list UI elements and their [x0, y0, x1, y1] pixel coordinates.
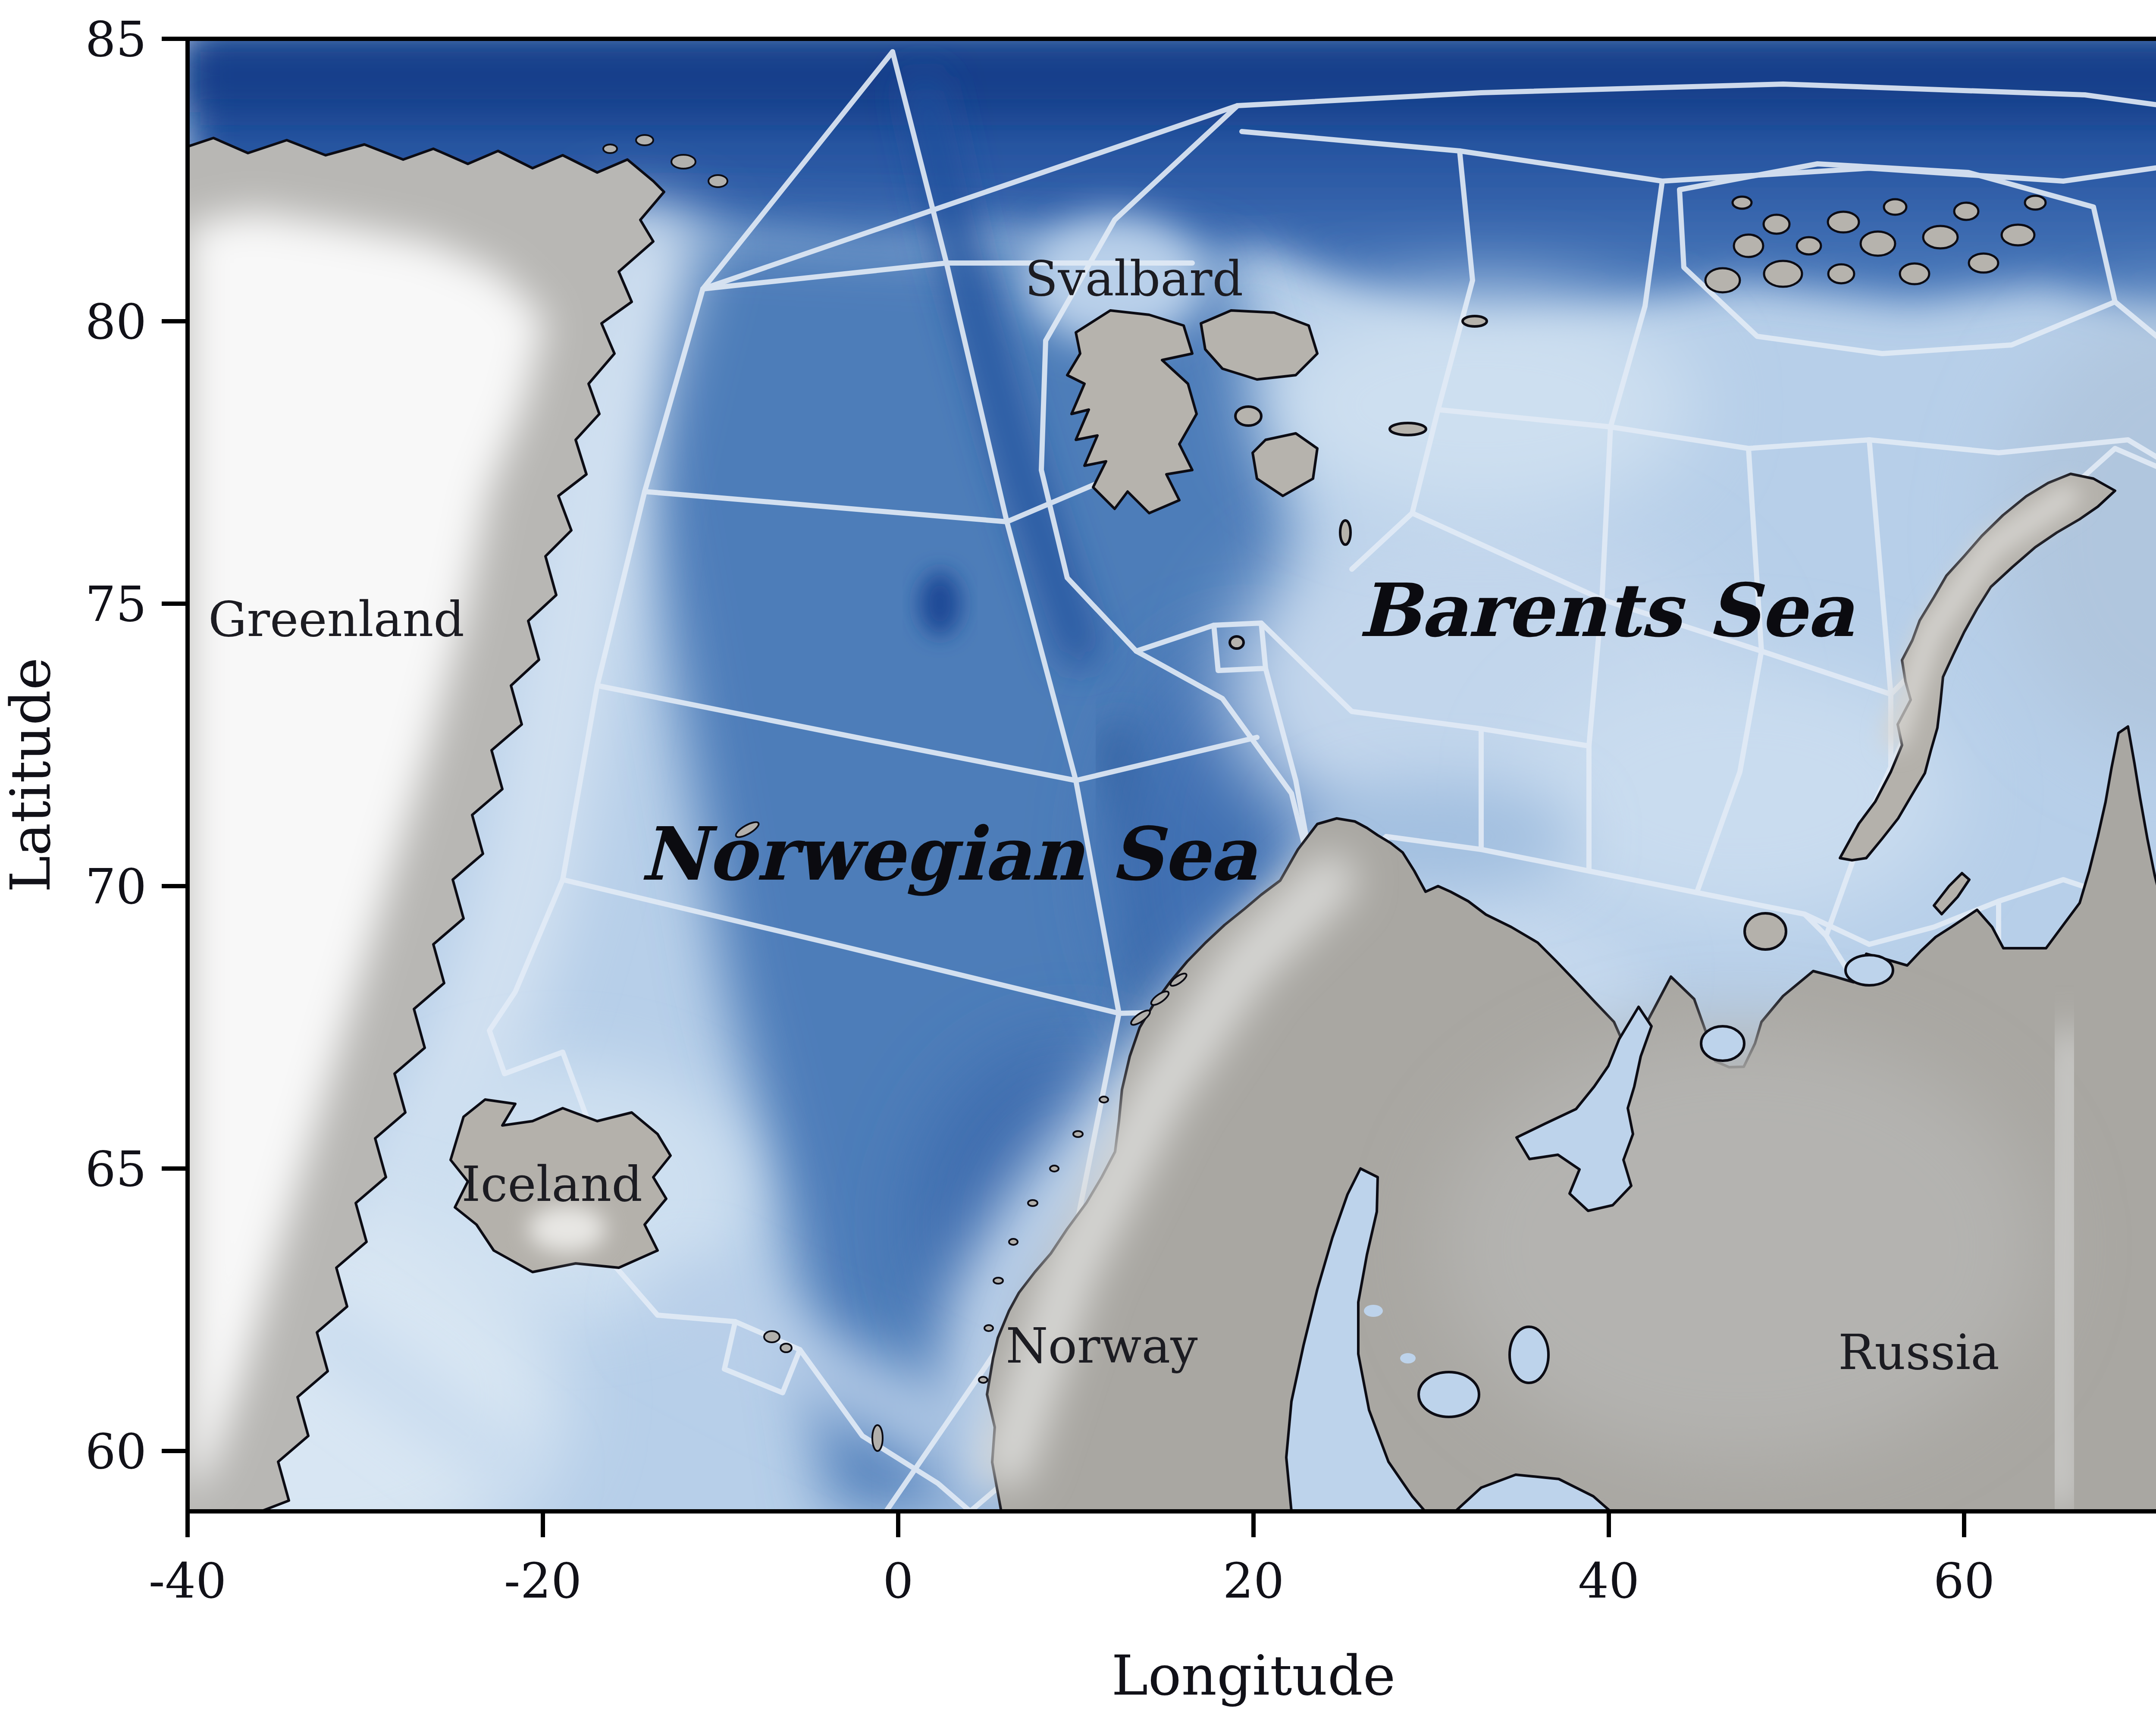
- svalbard-label: Svalbard: [1025, 251, 1243, 307]
- finnish-lake: [1400, 1353, 1416, 1363]
- finnish-lake: [1364, 1305, 1383, 1317]
- faroe-islands: [764, 1331, 780, 1342]
- bear-island: [1230, 636, 1244, 649]
- y-ticks: [162, 39, 188, 1451]
- x-axis-title: Longitude: [1112, 1643, 1396, 1708]
- lake-onega: [1510, 1327, 1548, 1383]
- basin-darkest-strip: [188, 39, 2156, 112]
- x-tick-label: 20: [1223, 1553, 1285, 1609]
- ural-pale-streak: [2059, 1031, 2070, 1511]
- y-tick-label: 70: [85, 859, 147, 915]
- y-tick-labels: 85 80 75 70 65 60: [85, 11, 147, 1479]
- x-tick-label: 0: [883, 1553, 913, 1609]
- y-tick-label: 65: [85, 1141, 147, 1197]
- hopen: [1340, 520, 1351, 545]
- x-ticks: [188, 1511, 2156, 1537]
- faroe-islands: [780, 1344, 792, 1352]
- map-canvas: Greenland Svalbard Iceland Norway Russia…: [0, 0, 2156, 1736]
- shetland: [872, 1425, 883, 1451]
- iceland-label: Iceland: [461, 1156, 642, 1212]
- y-tick-label: 75: [85, 576, 147, 632]
- map-plot-area: Greenland Svalbard Iceland Norway Russia…: [28, 39, 2156, 1582]
- russia-label: Russia: [1838, 1324, 1999, 1380]
- lake-ladoga: [1419, 1372, 1479, 1417]
- kong-karls-land: [1390, 423, 1426, 435]
- greenland-label: Greenland: [208, 591, 464, 647]
- norway-label: Norway: [1006, 1318, 1198, 1374]
- cheshskaya-bay: [1701, 1026, 1744, 1061]
- kvitoya: [1463, 316, 1487, 326]
- trough-dark-spot: [919, 571, 961, 636]
- x-tick-label: 60: [1934, 1553, 1995, 1609]
- y-axis-title: Latitude: [0, 657, 63, 892]
- x-tick-labels: -40 -20 0 20 40 60 80: [149, 1553, 2156, 1609]
- x-tick-label: 40: [1578, 1553, 1640, 1609]
- kolguyev-island: [1745, 913, 1786, 949]
- y-tick-label: 60: [85, 1423, 147, 1479]
- norwegian-sea-label: Norwegian Sea: [640, 811, 1258, 897]
- y-tick-label: 85: [85, 11, 147, 67]
- map-figure: Greenland Svalbard Iceland Norway Russia…: [0, 0, 2156, 1736]
- y-tick-label: 80: [85, 294, 147, 350]
- russia-plain-light: [1438, 1031, 2042, 1462]
- barents-sea-label: Barents Sea: [1358, 567, 1855, 653]
- barentsoya: [1235, 407, 1261, 426]
- iceland-glacier: [528, 1205, 606, 1253]
- x-tick-label: -20: [504, 1553, 582, 1609]
- x-tick-label: -40: [149, 1553, 226, 1609]
- pechora-bay: [1846, 955, 1893, 985]
